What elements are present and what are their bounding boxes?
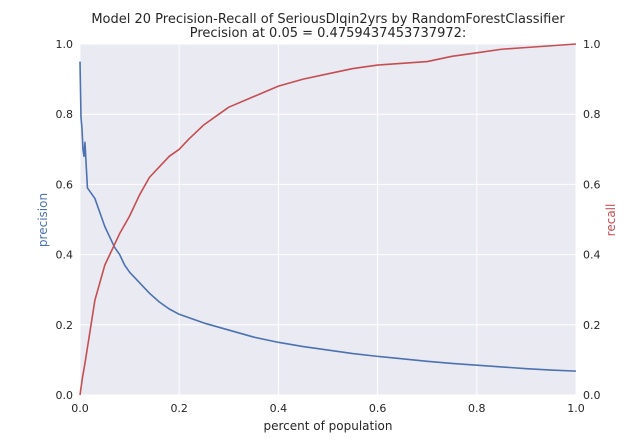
plot-area xyxy=(80,44,576,395)
y-tick-label-left: 0.4 xyxy=(56,249,74,262)
y-tick-label-left: 1.0 xyxy=(56,38,74,51)
y-tick-label-right: 0.4 xyxy=(583,249,601,262)
x-tick-label: 1.0 xyxy=(567,402,585,415)
y-tick-label-right: 0.2 xyxy=(583,319,601,332)
y-tick-label-left: 0.2 xyxy=(56,319,74,332)
chart-title: Model 20 Precision-Recall of SeriousDlqi… xyxy=(91,12,565,27)
y-tick-label-left: 0.8 xyxy=(56,108,74,121)
y-tick-label-left: 0.6 xyxy=(56,178,74,191)
y-tick-label-right: 1.0 xyxy=(583,38,601,51)
y-tick-label-right: 0.0 xyxy=(583,389,601,402)
x-tick-label: 0.6 xyxy=(369,402,387,415)
y-ticks-right: 0.0 0.2 0.4 0.6 0.8 1.0 xyxy=(583,38,601,402)
chart-subtitle: Precision at 0.05 = 0.4759437453737972: xyxy=(190,26,467,41)
recall-line xyxy=(79,43,577,396)
y-tick-label-right: 0.6 xyxy=(583,178,601,191)
x-tick-label: 0.0 xyxy=(71,402,89,415)
y-tick-label-right: 0.8 xyxy=(583,108,601,121)
x-tick-label: 0.2 xyxy=(170,402,188,415)
y-tick-label-left: 0.0 xyxy=(56,389,74,402)
y-axis-label-left: precision xyxy=(36,193,50,247)
x-tick-label: 0.4 xyxy=(270,402,288,415)
y-ticks-left: 0.0 0.2 0.4 0.6 0.8 1.0 xyxy=(56,38,74,402)
x-tick-label: 0.8 xyxy=(468,402,486,415)
grid xyxy=(79,43,577,396)
y-axis-label-right: recall xyxy=(604,204,618,237)
x-axis-label: percent of population xyxy=(263,419,392,433)
precision-line xyxy=(79,61,577,372)
x-ticks: 0.0 0.2 0.4 0.6 0.8 1.0 xyxy=(71,402,585,415)
series-layer xyxy=(79,43,577,396)
